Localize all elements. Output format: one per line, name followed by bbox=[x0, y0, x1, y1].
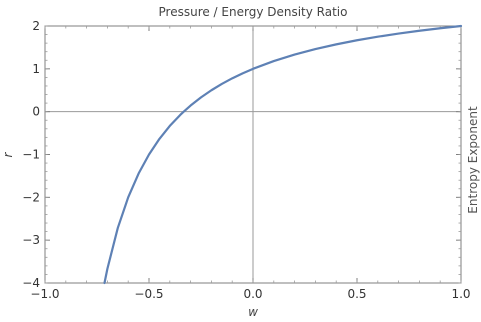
x-tick-label: 0.0 bbox=[243, 287, 262, 301]
y-tick-label: 2 bbox=[32, 19, 40, 33]
x-axis-label: w bbox=[248, 305, 258, 319]
x-tick-label: −1.0 bbox=[30, 287, 59, 301]
y-tick-label: −1 bbox=[22, 148, 40, 162]
plot-area: −1.0 −0.5 0.0 0.5 1.0 −4 −3 −2 −1 0 1 2 bbox=[22, 19, 470, 301]
y-tick-label: 1 bbox=[32, 62, 40, 76]
chart-title: Pressure / Energy Density Ratio bbox=[159, 5, 348, 19]
y-tick-label: −2 bbox=[22, 190, 40, 204]
series-line-0 bbox=[103, 24, 463, 285]
y-tick-label: 0 bbox=[32, 105, 40, 119]
y-tick-label: −4 bbox=[22, 276, 40, 290]
y-axis-label: r bbox=[1, 151, 15, 157]
y-tick-label: −3 bbox=[22, 233, 40, 247]
right-axis-label: Entropy Exponent bbox=[466, 106, 480, 214]
x-tick-label: 0.5 bbox=[347, 287, 366, 301]
x-tick-label: −0.5 bbox=[134, 287, 163, 301]
x-tick-label: 1.0 bbox=[451, 287, 470, 301]
